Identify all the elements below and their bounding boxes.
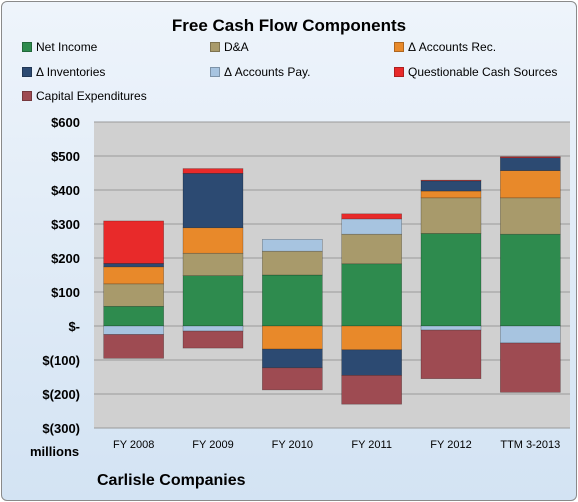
- bar-segment: [262, 239, 323, 252]
- y-tick-label: $(200): [42, 387, 80, 402]
- chart-title: Free Cash Flow Components: [171, 16, 407, 35]
- x-tick-label: FY 2011: [351, 439, 392, 451]
- legend-swatch: [394, 42, 404, 52]
- legend-entry-questionable-cash: Questionable Cash Sources: [394, 65, 557, 79]
- legend-label: Δ Inventories: [36, 65, 106, 79]
- y-tick-label: $300: [51, 217, 80, 232]
- company-name: Carlisle Companies: [97, 472, 246, 489]
- bar-segment: [420, 190, 482, 199]
- y-tick-label: $(100): [42, 353, 80, 368]
- bar-segment: [103, 263, 164, 268]
- bar-segment: [341, 349, 402, 376]
- y-tick-label: $100: [51, 285, 80, 300]
- legend-swatch: [22, 67, 32, 77]
- legend-entry-accounts-pay: Δ Accounts Pay.: [210, 65, 311, 79]
- bar-segment: [182, 227, 244, 254]
- bar-segment: [341, 374, 402, 405]
- y-tick-label: $(300): [42, 421, 80, 436]
- bar-segment: [182, 275, 244, 327]
- bar-segment: [182, 330, 244, 349]
- bar-segment: [262, 274, 323, 327]
- bar-segment: [500, 342, 561, 393]
- bar-segment: [103, 325, 164, 335]
- bar-segment: [341, 218, 402, 235]
- bar-segment: [262, 367, 323, 391]
- legend-label: Questionable Cash Sources: [408, 65, 558, 79]
- bar-segment: [341, 263, 402, 327]
- legend-entry-net-income: Net Income: [22, 40, 97, 54]
- bar-segment: [182, 173, 244, 229]
- legend-label: Capital Expenditures: [36, 89, 147, 103]
- bar-segment: [420, 233, 482, 327]
- bar-segment: [103, 305, 164, 327]
- y-tick-label: $-: [68, 319, 80, 334]
- legend-label: D&A: [224, 40, 249, 54]
- y-tick-label: $400: [51, 183, 80, 198]
- bar-segment: [182, 168, 244, 174]
- legend-label: Δ Accounts Pay.: [224, 65, 311, 79]
- x-tick-label: FY 2009: [192, 439, 233, 451]
- bar-segment: [262, 250, 323, 276]
- bar-segment: [420, 329, 482, 379]
- bar-segment: [341, 213, 402, 220]
- plot-area: [94, 122, 570, 428]
- bar-segment: [341, 233, 402, 265]
- bar-segment: [420, 179, 482, 182]
- legend-entry-d-and-a: D&A: [210, 40, 249, 54]
- bar-segment: [500, 156, 561, 158]
- bar-segment: [420, 180, 482, 192]
- bar-segment: [103, 334, 164, 359]
- legend-entry-inventories: Δ Inventories: [22, 65, 105, 79]
- legend-swatch: [394, 67, 404, 77]
- bar-segment: [420, 197, 482, 234]
- legend-swatch: [210, 42, 220, 52]
- bar-segment: [500, 157, 561, 171]
- bar-segment: [103, 220, 164, 264]
- x-tick-label: TTM 3-2013: [500, 439, 560, 451]
- legend-entry-capex: Capital Expenditures: [22, 89, 147, 103]
- bar-segment: [341, 325, 402, 351]
- bar-segment: [103, 283, 164, 307]
- bar-segment: [420, 325, 482, 331]
- bar-segment: [182, 252, 244, 276]
- bar-segment: [500, 170, 561, 199]
- units-label: millions: [30, 444, 80, 459]
- y-tick-label: $500: [51, 149, 80, 164]
- legend-swatch: [22, 91, 32, 101]
- bar-segment: [262, 325, 323, 350]
- legend-label: Net Income: [36, 40, 98, 54]
- bar-segment: [500, 197, 561, 235]
- bar-segment: [182, 325, 244, 332]
- bar-segment: [500, 325, 561, 344]
- legend-swatch: [210, 67, 220, 77]
- legend-entry-accounts-rec: Δ Accounts Rec.: [394, 40, 496, 54]
- legend-label: Δ Accounts Rec.: [408, 40, 497, 54]
- legend-swatch: [22, 42, 32, 52]
- x-tick-label: FY 2010: [272, 439, 313, 451]
- x-tick-label: FY 2008: [113, 439, 154, 451]
- x-tick-label: FY 2012: [430, 439, 471, 451]
- bar-segment: [500, 233, 561, 327]
- y-tick-label: $200: [51, 251, 80, 266]
- bar-segment: [103, 266, 164, 285]
- y-tick-label: $600: [51, 115, 80, 130]
- bar-segment: [262, 348, 323, 369]
